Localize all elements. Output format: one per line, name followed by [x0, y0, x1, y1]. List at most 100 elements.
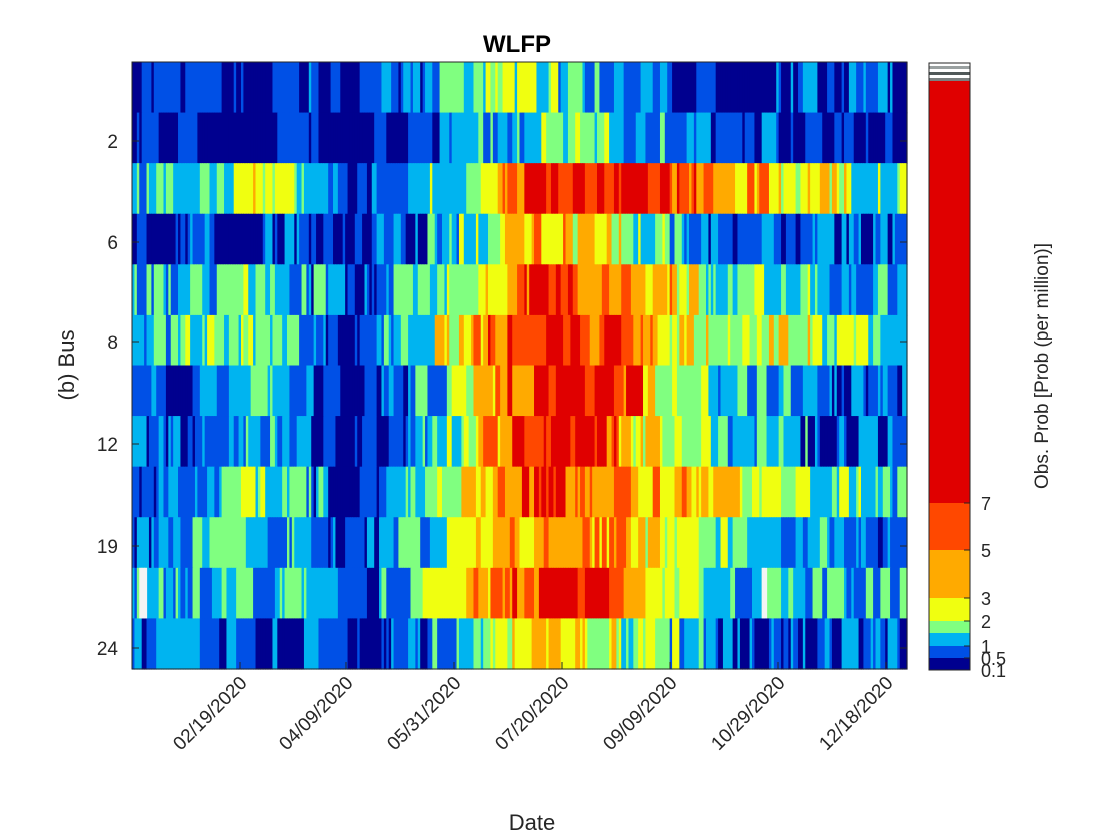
heatmap-cell: [153, 365, 157, 417]
heatmap-cell: [902, 466, 906, 518]
heatmap-cell: [156, 466, 160, 518]
heatmap-cell: [299, 213, 303, 265]
heatmap-cell: [257, 517, 261, 569]
heatmap-cell: [342, 416, 346, 468]
heatmap-cell: [865, 466, 869, 518]
heatmap-cell: [577, 365, 581, 417]
heatmap-cell: [875, 213, 879, 265]
heatmap-cell: [272, 213, 276, 265]
heatmap-cell: [868, 416, 872, 468]
heatmap-cell: [253, 163, 257, 215]
heatmap-cell: [752, 365, 756, 417]
heatmap-cell: [788, 62, 792, 114]
heatmap-cell: [730, 314, 734, 367]
heatmap-cell: [379, 314, 383, 367]
heatmap-cell: [802, 365, 806, 417]
heatmap-cell: [434, 466, 438, 518]
heatmap-cell: [243, 365, 247, 417]
heatmap-cell: [473, 567, 477, 620]
heatmap-cell: [713, 567, 717, 620]
heatmap-cell: [875, 618, 879, 670]
heatmap-cell: [785, 112, 789, 164]
heatmap-cell: [340, 213, 344, 265]
heatmap-cell: [333, 618, 337, 670]
heatmap-cell: [141, 416, 145, 468]
heatmap-cell: [204, 517, 208, 569]
heatmap-cell: [502, 264, 506, 316]
heatmap-cell: [451, 466, 455, 518]
heatmap-cell: [543, 517, 547, 569]
colorbar-tick-label: 7: [981, 494, 991, 514]
heatmap-cell: [834, 112, 838, 164]
heatmap-cell: [868, 163, 872, 215]
heatmap-cell: [354, 466, 358, 518]
heatmap-cell: [429, 466, 433, 518]
heatmap-cell: [534, 416, 538, 468]
heatmap-cell: [829, 264, 833, 316]
heatmap-cell: [892, 365, 896, 417]
heatmap-cell: [652, 163, 656, 215]
heatmap-cell: [710, 416, 714, 468]
heatmap-cell: [313, 314, 317, 367]
heatmap-cell: [611, 365, 615, 417]
heatmap-cell: [437, 163, 441, 215]
heatmap-cell: [388, 466, 392, 518]
heatmap-cell: [800, 264, 804, 316]
heatmap-cell: [405, 62, 409, 114]
heatmap-cell: [158, 264, 162, 316]
heatmap-cell: [362, 314, 366, 367]
heatmap-cell: [287, 314, 291, 367]
heatmap-cell: [708, 365, 712, 417]
heatmap-cell: [231, 62, 235, 114]
heatmap-cell: [451, 213, 455, 265]
heatmap-cell: [442, 365, 446, 417]
heatmap-cell: [366, 62, 370, 114]
heatmap-cell: [463, 213, 467, 265]
heatmap-cell: [546, 112, 550, 164]
heatmap-cell: [749, 213, 753, 265]
heatmap-cell: [178, 213, 182, 265]
heatmap-cell: [272, 62, 276, 114]
heatmap-cell: [676, 365, 680, 417]
heatmap-cell: [667, 365, 671, 417]
heatmap-cell: [722, 416, 726, 468]
heatmap-cell: [175, 163, 179, 215]
heatmap-cell: [517, 567, 521, 620]
heatmap-cell: [543, 466, 547, 518]
heatmap-cell: [841, 112, 845, 164]
heatmap-cell: [836, 314, 840, 367]
heatmap-cell: [221, 112, 225, 164]
heatmap-cell: [582, 365, 586, 417]
heatmap-cell: [517, 112, 521, 164]
heatmap-cell: [880, 365, 884, 417]
heatmap-cell: [153, 213, 157, 265]
heatmap-cell: [420, 112, 424, 164]
heatmap-cell: [788, 112, 792, 164]
heatmap-cell: [846, 365, 850, 417]
heatmap-cell: [655, 314, 659, 367]
heatmap-cell: [882, 517, 886, 569]
heatmap-cell: [354, 416, 358, 468]
heatmap-cell: [693, 567, 697, 620]
heatmap-cell: [739, 62, 743, 114]
heatmap-cell: [781, 112, 785, 164]
heatmap-cell: [291, 62, 295, 114]
heatmap-cell: [814, 112, 818, 164]
heatmap-cell: [347, 213, 351, 265]
heatmap-cell: [790, 264, 794, 316]
heatmap-cell: [824, 365, 828, 417]
heatmap-cell: [705, 163, 709, 215]
heatmap-cell: [899, 466, 903, 518]
heatmap-cell: [209, 314, 213, 367]
heatmap-cell: [454, 365, 458, 417]
heatmap-cell: [325, 213, 329, 265]
heatmap-cell: [294, 416, 298, 468]
heatmap-cell: [190, 517, 194, 569]
heatmap-cell: [831, 264, 835, 316]
heatmap-cell: [165, 618, 169, 670]
heatmap-cell: [369, 416, 373, 468]
heatmap-cell: [192, 314, 196, 367]
heatmap-cell: [613, 567, 617, 620]
heatmap-cell: [580, 567, 584, 620]
heatmap-cell: [442, 466, 446, 518]
